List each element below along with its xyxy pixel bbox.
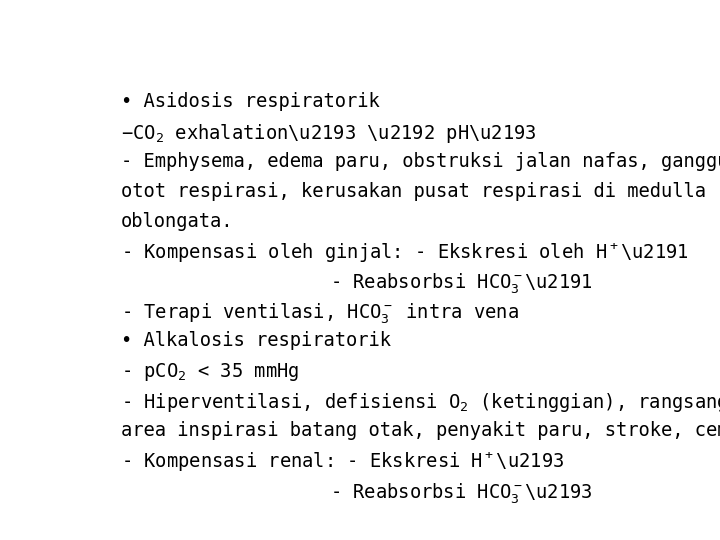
Text: - Terapi ventilasi, $\mathregular{HCO_3^-}$ intra vena: - Terapi ventilasi, $\mathregular{HCO_3^… — [121, 301, 518, 326]
Text: - Reabsorbsi $\mathregular{HCO_3^-}$\u2191: - Reabsorbsi $\mathregular{HCO_3^-}$\u21… — [330, 272, 593, 296]
Text: - Hiperventilasi, defisiensi $\mathregular{O_2}$ (ketinggian), rangsangan pada: - Hiperventilasi, defisiensi $\mathregul… — [121, 391, 720, 414]
Text: area inspirasi batang otak, penyakit paru, stroke, cemas: area inspirasi batang otak, penyakit par… — [121, 421, 720, 440]
Text: - Kompensasi oleh ginjal: - Ekskresi oleh $\mathregular{H^+}$\u2191: - Kompensasi oleh ginjal: - Ekskresi ole… — [121, 241, 688, 265]
Text: • Asidosis respiratorik: • Asidosis respiratorik — [121, 92, 379, 111]
Text: otot respirasi, kerusakan pusat respirasi di medulla: otot respirasi, kerusakan pusat respiras… — [121, 181, 706, 201]
Text: - Reabsorbsi $\mathregular{HCO_3^-}$\u2193: - Reabsorbsi $\mathregular{HCO_3^-}$\u21… — [330, 481, 593, 505]
Text: - Emphysema, edema paru, obstruksi jalan nafas, gangguan: - Emphysema, edema paru, obstruksi jalan… — [121, 152, 720, 171]
Text: - Kompensasi renal: - Ekskresi $\mathregular{H^+}$\u2193: - Kompensasi renal: - Ekskresi $\mathreg… — [121, 451, 564, 475]
Text: - p$\mathregular{CO_2}$ < 35 mmHg: - p$\mathregular{CO_2}$ < 35 mmHg — [121, 361, 299, 383]
Text: • Alkalosis respiratorik: • Alkalosis respiratorik — [121, 332, 391, 350]
Text: oblongata.: oblongata. — [121, 212, 233, 231]
Text: $\mathregular{- CO_2}$ exhalation\u2193 \u2192 pH\u2193: $\mathregular{- CO_2}$ exhalation\u2193 … — [121, 122, 536, 145]
